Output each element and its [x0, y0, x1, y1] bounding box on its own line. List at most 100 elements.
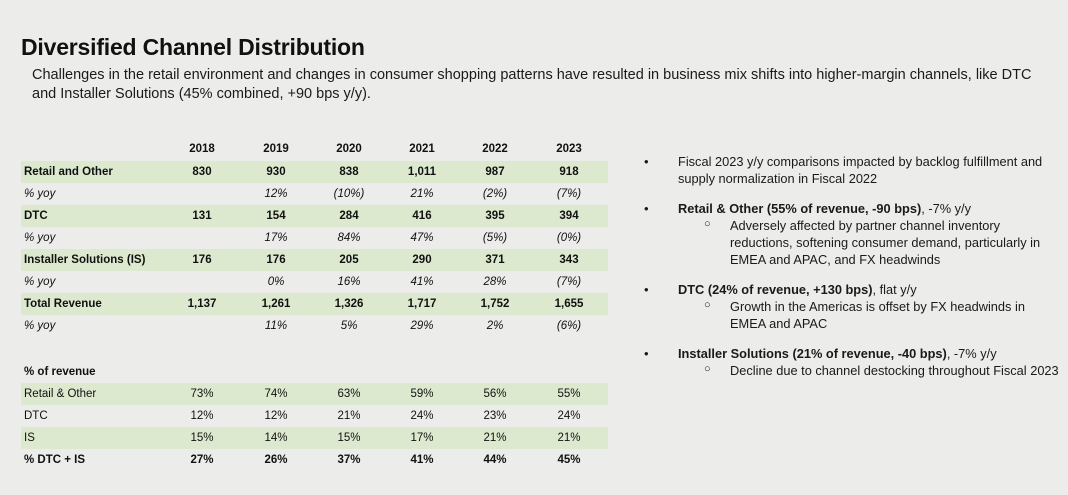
table-cell: 2%	[486, 320, 504, 332]
sub-bullet-item: ○ Decline due to channel destocking throu…	[678, 362, 1062, 379]
bullet-text: Fiscal 2023 y/y comparisons impacted by …	[678, 154, 1043, 186]
table-cell: 14%	[264, 432, 288, 444]
year-header: 2018	[189, 143, 215, 155]
table-cell: 63%	[337, 388, 361, 400]
table-cell: 1,717	[407, 298, 437, 310]
row-label: Retail and Other	[24, 166, 113, 178]
yoy-label: % yoy	[24, 320, 56, 332]
table-cell: 41%	[410, 276, 434, 288]
table-cell: 416	[412, 210, 432, 222]
table-cell: 154	[266, 210, 286, 222]
table-row: Installer Solutions (IS) 176 176 205 290 371 3…	[21, 249, 608, 271]
table-cell: 1,011	[407, 166, 437, 178]
sub-bullet-item: ○ Adversely affected by partner channel i…	[678, 217, 1062, 268]
table-row: % yoy 0% 16% 41% 28% (7%)	[21, 271, 608, 293]
table-cell: (5%)	[482, 232, 508, 244]
table-row: Total Revenue 1,137 1,261 1,326 1,717 1,752 1,…	[21, 293, 608, 315]
sub-bullet-item: ○ Growth in the Americas is offset by FX …	[678, 298, 1062, 332]
table-header-row: 2018 2019 2020 2021 2022 2023	[21, 137, 608, 161]
table-cell: 56%	[483, 388, 507, 400]
table-cell: 15%	[190, 432, 214, 444]
table-cell: 15%	[337, 432, 361, 444]
row-label: DTC	[24, 210, 48, 222]
bullet-icon: •	[644, 201, 649, 216]
yoy-label: % yoy	[24, 232, 56, 244]
year-header: 2022	[482, 143, 508, 155]
table-spacer	[21, 337, 608, 361]
revenue-rows: Retail and Other 830 930 838 1,011 987 918 % yo…	[21, 161, 608, 337]
row-label: IS	[24, 432, 35, 444]
bullet-item: • Installer Solutions (21% of revenue, -…	[642, 345, 1062, 379]
table-cell: 28%	[483, 276, 507, 288]
table-cell: 12%	[264, 188, 288, 200]
table-row: % DTC + IS 27% 26% 37% 41% 44% 45%	[21, 449, 608, 471]
table-cell: 1,326	[334, 298, 364, 310]
table-cell: 176	[266, 254, 286, 266]
sub-bullet-icon: ○	[704, 363, 711, 375]
table-cell: 918	[559, 166, 579, 178]
table-cell: 37%	[337, 454, 361, 466]
table-row: DTC 12% 12% 21% 24% 23% 24%	[21, 405, 608, 427]
table-cell: 176	[192, 254, 212, 266]
table-cell: 23%	[483, 410, 507, 422]
table-cell: 24%	[557, 410, 581, 422]
table-row: % yoy 12% (10%) 21% (2%) (7%)	[21, 183, 608, 205]
table-cell: 371	[485, 254, 505, 266]
table-cell: 1,261	[261, 298, 291, 310]
bullet-item: • Fiscal 2023 y/y comparisons impacted b…	[642, 153, 1062, 187]
table-cell: 44%	[483, 454, 507, 466]
table-cell: 17%	[264, 232, 288, 244]
table-cell: 59%	[410, 388, 434, 400]
table-cell: 930	[266, 166, 286, 178]
table-cell: 16%	[337, 276, 361, 288]
table-cell: 41%	[410, 454, 434, 466]
bullet-icon: •	[644, 282, 649, 297]
bullet-bold: Retail & Other (55% of revenue, -90 bps)	[678, 201, 922, 216]
sub-bullet-text: Decline due to channel destocking throug…	[730, 363, 1059, 378]
table-cell: 394	[559, 210, 579, 222]
table-cell: 395	[485, 210, 505, 222]
table-cell: 987	[485, 166, 505, 178]
table-cell: 26%	[264, 454, 288, 466]
row-label: DTC	[24, 410, 48, 422]
year-header: 2020	[336, 143, 362, 155]
bullet-bold: Installer Solutions (21% of revenue, -40…	[678, 346, 947, 361]
table-cell: 284	[339, 210, 359, 222]
table-row: Retail and Other 830 930 838 1,011 987 918	[21, 161, 608, 183]
page-subtitle: Challenges in the retail environment and…	[32, 67, 1032, 102]
table-cell: 21%	[483, 432, 507, 444]
table-cell: (7%)	[556, 276, 582, 288]
table-cell: 5%	[340, 320, 358, 332]
table-cell: 1,655	[554, 298, 584, 310]
row-label: Installer Solutions (IS)	[24, 254, 146, 266]
table-cell: 1,752	[480, 298, 510, 310]
bullet-text: , -7% y/y	[946, 346, 997, 361]
table-cell: 27%	[190, 454, 214, 466]
table-cell: (0%)	[556, 232, 582, 244]
bullet-bold: DTC (24% of revenue, +130 bps)	[678, 282, 873, 297]
table-row: DTC 131 154 284 416 395 394	[21, 205, 608, 227]
table-row: % yoy 11% 5% 29% 2% (6%)	[21, 315, 608, 337]
commentary-bullets: • Fiscal 2023 y/y comparisons impacted b…	[642, 153, 1062, 392]
bullet-icon: •	[644, 154, 649, 169]
table-cell: (6%)	[556, 320, 582, 332]
pct-header-row: % of revenue	[21, 361, 608, 383]
table-cell: 55%	[557, 388, 581, 400]
sub-bullet-text: Adversely affected by partner channel in…	[730, 218, 1041, 267]
bullet-text: , flat y/y	[872, 282, 917, 297]
table-cell: 838	[339, 166, 359, 178]
table-cell: 12%	[264, 410, 288, 422]
pct-rows: Retail & Other 73% 74% 63% 59% 56% 55% DTC 12% 12…	[21, 383, 608, 471]
pct-header-label: % of revenue	[24, 366, 96, 378]
yoy-label: % yoy	[24, 188, 56, 200]
sub-bullet-text: Growth in the Americas is offset by FX h…	[730, 299, 1025, 331]
table-cell: 131	[192, 210, 212, 222]
row-label: Retail & Other	[24, 388, 97, 400]
year-header: 2023	[556, 143, 582, 155]
table-cell: 205	[339, 254, 359, 266]
page-title: Diversified Channel Distribution	[21, 34, 365, 60]
table-row: IS 15% 14% 15% 17% 21% 21%	[21, 427, 608, 449]
bullet-text: , -7% y/y	[921, 201, 971, 216]
table-cell: 1,137	[187, 298, 217, 310]
bullet-icon: •	[644, 346, 649, 361]
